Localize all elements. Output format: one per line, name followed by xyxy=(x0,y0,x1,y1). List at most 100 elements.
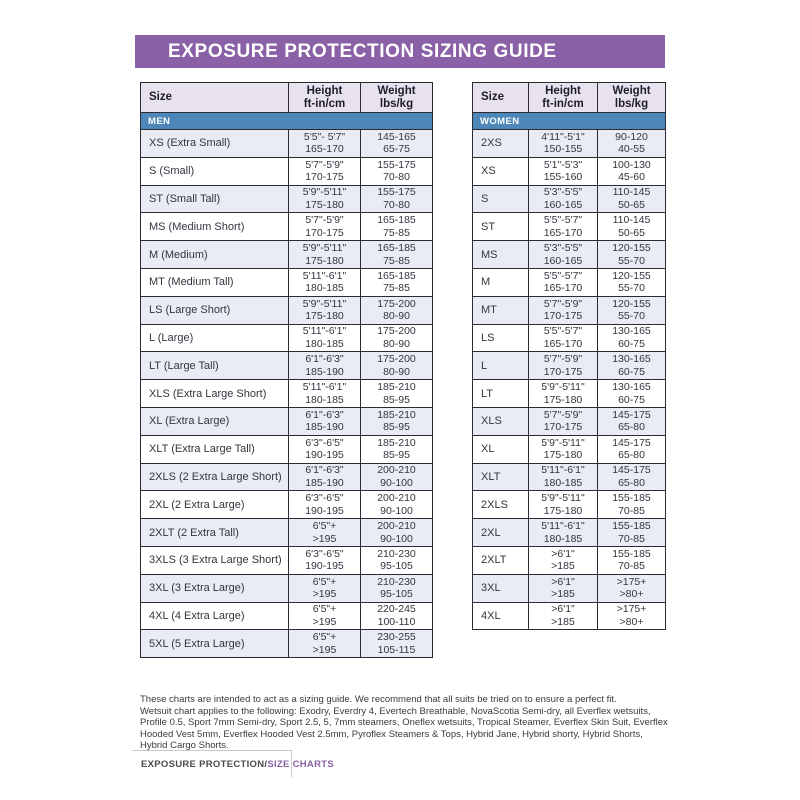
weight-kg: 65-75 xyxy=(383,143,410,156)
height-cell: 5'7"-5'9" 170-175 xyxy=(528,351,598,381)
table-row: XS (Extra Small) 5'5"- 5'7" 165-170 145-165… xyxy=(140,129,433,158)
weight-kg: 45-60 xyxy=(618,171,645,184)
breadcrumb-tab-size-charts[interactable]: EXPOSURE PROTECTION/SIZE CHARTS xyxy=(132,750,334,777)
weight-cell: 165-185 75-85 xyxy=(360,212,433,242)
height-cm: >185 xyxy=(551,615,575,628)
weight-cell: 185-210 85-95 xyxy=(360,434,433,464)
weight-cell: 110-145 50-65 xyxy=(597,184,666,214)
height-cell: 5'11"-6'1" 180-185 xyxy=(288,323,361,353)
women-sizing-table: Size Height ft-in/cm Weight lbs/kg WOMEN… xyxy=(472,82,666,631)
weight-lbs: 155-185 xyxy=(612,492,651,505)
height-cell: 5'9"-5'11" 175-180 xyxy=(528,379,598,408)
height-cm: 175-180 xyxy=(543,449,583,462)
weight-lbs: 110-145 xyxy=(612,186,651,199)
height-cell: 6'3"-6'5" 190-195 xyxy=(288,545,361,575)
height-header-line1: Height xyxy=(306,84,343,97)
height-ftin: 6'1"-6'3" xyxy=(305,408,344,421)
height-cm: 175-180 xyxy=(305,254,344,267)
size-cell: S (Small) xyxy=(140,156,289,186)
size-cell: XS xyxy=(472,156,529,186)
table-row: XL 5'9"-5'11" 175-180 145-175 65-80 xyxy=(472,434,666,464)
weight-header-line1: Weight xyxy=(377,84,416,97)
disclaimer-line1: These charts are intended to act as a si… xyxy=(140,694,617,705)
size-cell: LT (Large Tall) xyxy=(140,351,289,381)
size-cell: MS xyxy=(472,240,529,269)
size-cell: 2XS xyxy=(472,129,529,158)
table-row: LS (Large Short) 5'9"-5'11" 175-180 175-200… xyxy=(140,295,433,325)
weight-header-line2: lbs/kg xyxy=(379,97,414,110)
men-section-band: MEN xyxy=(140,112,433,130)
weight-kg: 85-95 xyxy=(383,421,410,434)
size-cell: 3XL (3 Extra Large) xyxy=(140,573,289,603)
weight-cell: 155-175 70-80 xyxy=(360,184,433,214)
weight-kg: 75-85 xyxy=(383,282,410,295)
weight-kg: 75-85 xyxy=(383,254,410,267)
height-cm: 180-185 xyxy=(305,337,344,350)
height-cm: >195 xyxy=(312,643,337,656)
weight-lbs: 120-155 xyxy=(612,242,651,255)
weight-lbs: 165-185 xyxy=(377,242,416,255)
height-ftin: 5'7"-5'9" xyxy=(543,408,583,421)
height-ftin: 6'1"-6'3" xyxy=(305,353,344,366)
weight-lbs: 165-185 xyxy=(377,214,416,227)
weight-cell: 200-210 90-100 xyxy=(360,490,433,520)
weight-cell: 130-165 60-75 xyxy=(597,379,666,408)
weight-kg: 40-55 xyxy=(618,143,645,156)
height-header-line1: Height xyxy=(545,84,581,97)
height-ftin: 5'11"-6'1" xyxy=(302,381,347,394)
weight-lbs: 175-200 xyxy=(377,325,416,338)
height-cell: 5'11"-6'1" 180-185 xyxy=(288,267,361,297)
table-row: 2XL (2 Extra Large) 6'3"-6'5" 190-195 200-2… xyxy=(140,490,433,520)
height-cell: 5'9"-5'11" 175-180 xyxy=(288,184,361,214)
height-cm: 170-175 xyxy=(543,421,583,434)
height-cm: 165-170 xyxy=(543,226,583,239)
height-cm: 190-195 xyxy=(305,504,344,517)
weight-kg: 70-80 xyxy=(383,171,410,184)
height-cell: 5'9"-5'11" 175-180 xyxy=(528,490,598,520)
height-cm: 175-180 xyxy=(305,198,344,211)
table-row: 3XL (3 Extra Large) 6'5"+ >195 210-230 95-10… xyxy=(140,573,433,603)
height-column-header: Height ft-in/cm xyxy=(528,82,598,113)
weight-kg: 50-65 xyxy=(618,198,645,211)
height-ftin: 5'11"-6'1" xyxy=(302,325,347,338)
table-row: 2XS 4'11"-5'1" 150-155 90-120 40-55 xyxy=(472,129,666,158)
men-sizing-table: Size Height ft-in/cm Weight lbs/kg MEN X… xyxy=(140,82,433,659)
weight-kg: 50-65 xyxy=(618,226,645,239)
weight-cell: 230-255 105-115 xyxy=(360,629,433,659)
height-cm: >195 xyxy=(312,615,337,628)
height-cell: 6'1"-6'3" 185-190 xyxy=(288,462,361,492)
height-cell: 5'9"-5'11" 175-180 xyxy=(288,295,361,325)
weight-kg: 90-100 xyxy=(380,504,413,517)
weight-header-line2: lbs/kg xyxy=(614,97,649,110)
height-ftin: 5'9"-5'11" xyxy=(541,492,585,505)
men-band-label: MEN xyxy=(140,112,433,130)
height-cm: >185 xyxy=(551,588,575,601)
table-row: M (Medium) 5'9"-5'11" 175-180 165-185 75-85 xyxy=(140,240,433,269)
table-row: XLS 5'7"-5'9" 170-175 145-175 65-80 xyxy=(472,406,666,436)
height-cell: 6'3"-6'5" 190-195 xyxy=(288,490,361,520)
height-ftin: 5'5"- 5'7" xyxy=(303,130,346,143)
weight-kg: 95-105 xyxy=(380,560,413,573)
table-row: 3XLS (3 Extra Large Short) 6'3"-6'5" 190-1… xyxy=(140,545,433,575)
height-cm: 170-175 xyxy=(305,171,344,184)
height-cm: 160-165 xyxy=(543,254,583,267)
height-header-line2: ft-in/cm xyxy=(542,97,584,110)
size-column-header: Size xyxy=(140,82,289,113)
weight-lbs: 230-255 xyxy=(377,631,416,644)
table-row: LT (Large Tall) 6'1"-6'3" 185-190 175-200 80… xyxy=(140,351,433,381)
weight-cell: 130-165 60-75 xyxy=(597,323,666,353)
height-cm: 155-160 xyxy=(543,171,583,184)
height-ftin: 6'5"+ xyxy=(312,520,337,533)
height-cell: 5'5"-5'7" 165-170 xyxy=(528,323,598,353)
height-cm: >185 xyxy=(551,560,575,573)
height-cm: >195 xyxy=(312,532,337,545)
weight-cell: 210-230 95-105 xyxy=(360,545,433,575)
table-row: ST (Small Tall) 5'9"-5'11" 175-180 155-175 7… xyxy=(140,184,433,214)
height-cm: 185-190 xyxy=(305,421,344,434)
table-row: 4XL >6'1" >185 >175+ >80+ xyxy=(472,601,666,631)
size-cell: 2XLT (2 Extra Tall) xyxy=(140,518,289,547)
table-row: MS (Medium Short) 5'7"-5'9" 170-175 165-185… xyxy=(140,212,433,242)
table-row: XLT (Extra Large Tall) 6'3"-6'5" 190-195 18… xyxy=(140,434,433,464)
weight-lbs: 165-185 xyxy=(377,269,416,282)
